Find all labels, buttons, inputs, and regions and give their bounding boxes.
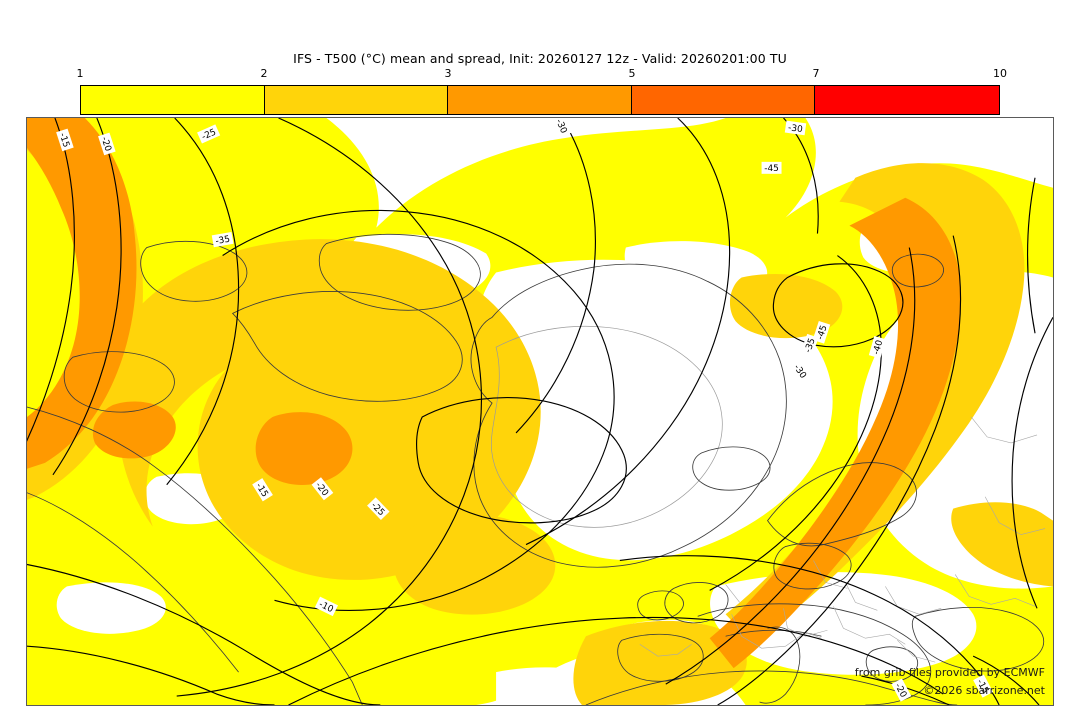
colorbar-segment-3-5 xyxy=(448,86,632,114)
colorbar-tick-2: 2 xyxy=(260,67,268,80)
colorbar-tick-10: 10 xyxy=(993,67,1007,80)
coastlines xyxy=(27,233,1045,705)
svg-text:-45: -45 xyxy=(764,164,779,174)
svg-text:-20: -20 xyxy=(99,136,113,153)
colorbar-segment-7-10 xyxy=(815,86,999,114)
svg-text:-40: -40 xyxy=(872,339,886,356)
spread-band-3-5 xyxy=(27,118,962,669)
svg-text:-15: -15 xyxy=(57,132,71,149)
svg-text:-45: -45 xyxy=(816,324,830,341)
svg-text:-35: -35 xyxy=(215,235,231,247)
svg-text:-30: -30 xyxy=(787,123,803,135)
colorbar-segment-1-2 xyxy=(81,86,265,114)
country-borders xyxy=(639,416,1046,663)
page-title: IFS - T500 (°C) mean and spread, Init: 2… xyxy=(293,51,787,66)
map-canvas: -15 -20 -25 -35 -30 -30 -45 -45 xyxy=(27,118,1053,705)
colorbar-tick-7: 7 xyxy=(812,67,820,80)
colorbar: 1 2 3 5 7 10 xyxy=(77,67,1007,115)
weather-map[interactable]: -15 -20 -25 -35 -30 -30 -45 -45 xyxy=(26,117,1054,706)
colorbar-gradient xyxy=(80,85,1000,115)
colorbar-tick-1: 1 xyxy=(76,67,84,80)
svg-text:-35: -35 xyxy=(803,337,817,354)
colorbar-segment-2-3 xyxy=(264,86,449,114)
colorbar-tick-3: 3 xyxy=(444,67,452,80)
colorbar-segment-5-7 xyxy=(631,86,816,114)
colorbar-tick-5: 5 xyxy=(628,67,636,80)
